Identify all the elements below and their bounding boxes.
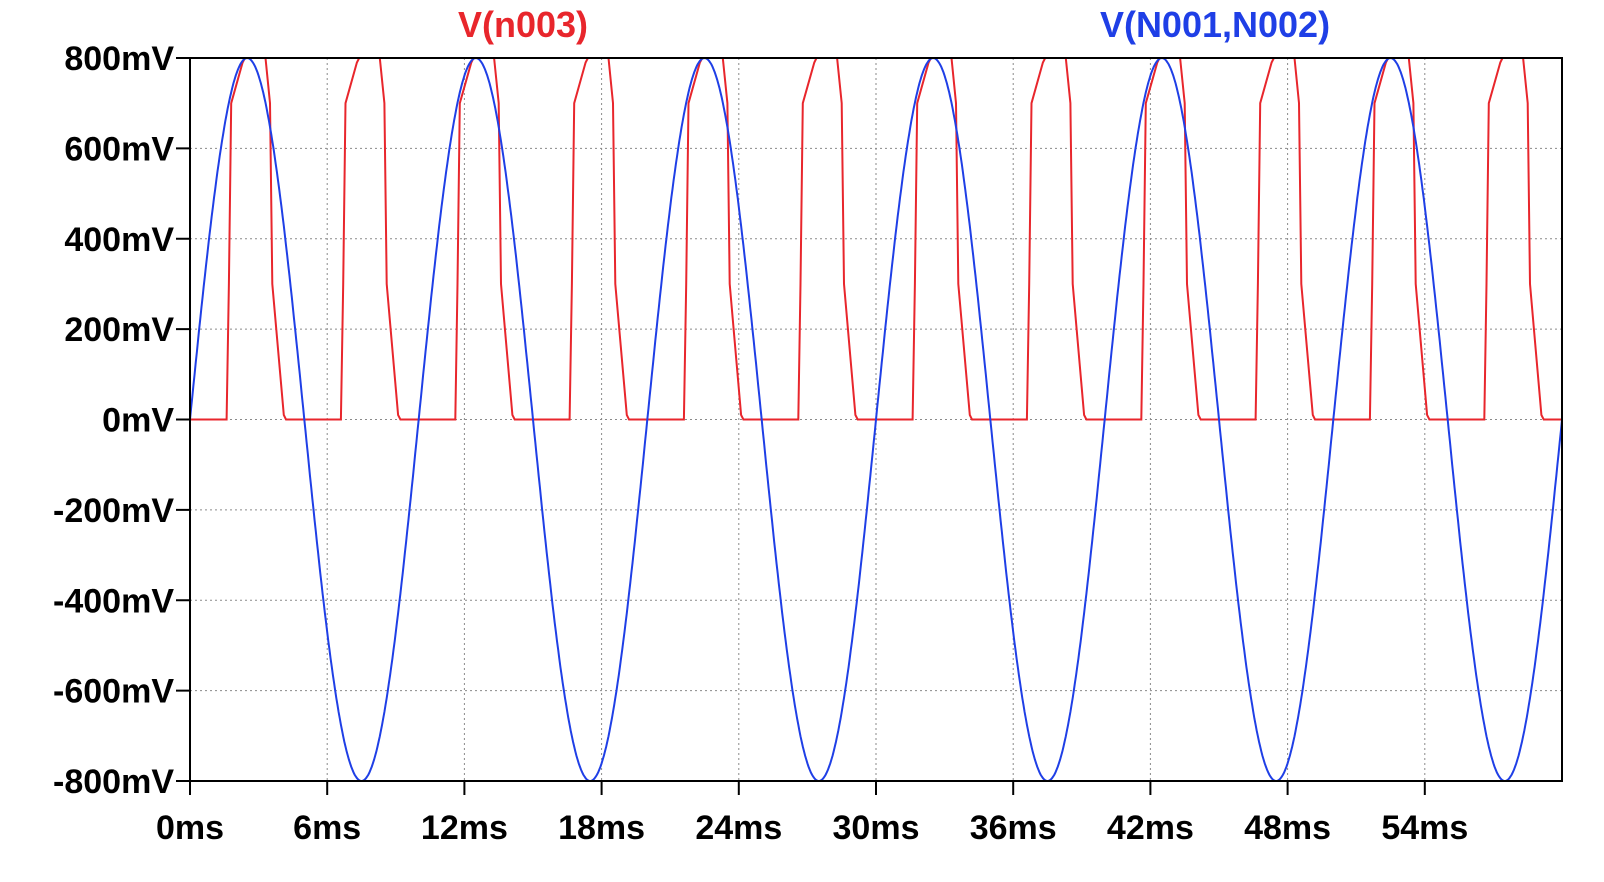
x-tick-label: 54ms [1381,809,1468,847]
y-tick-label: -400mV [53,582,174,620]
x-tick-label: 24ms [695,809,782,847]
y-tick-label: 600mV [64,130,174,168]
x-tick-label: 6ms [293,809,361,847]
series-line-vn001-n002 [190,56,1562,783]
x-axis-ticks: 0ms 6ms 12ms 18ms 24ms 30ms 36ms 42ms 48ms 54ms [156,781,1468,847]
y-axis-ticks: 800mV 600mV 400mV 200mV 0mV -200mV -400mV -600m… [53,40,190,801]
y-tick-label: 200mV [64,311,174,349]
x-tick-label: 12ms [421,809,508,847]
x-tick-label: 18ms [558,809,645,847]
x-tick-label: 30ms [833,809,920,847]
y-tick-label: -800mV [53,763,174,801]
y-tick-label: 800mV [64,40,174,78]
y-tick-label: -200mV [53,492,174,530]
x-tick-label: 36ms [970,809,1057,847]
legend: V(n003) V(N001,N002) [458,4,1330,45]
series-layer [190,56,1562,783]
legend-entry: V(N001,N002) [1100,4,1330,45]
y-tick-label: 400mV [64,221,174,259]
y-tick-label: 0mV [102,402,174,440]
x-tick-label: 0ms [156,809,224,847]
legend-entry: V(n003) [458,4,588,45]
x-tick-label: 42ms [1107,809,1194,847]
y-tick-label: -600mV [53,673,174,711]
x-tick-label: 48ms [1244,809,1331,847]
